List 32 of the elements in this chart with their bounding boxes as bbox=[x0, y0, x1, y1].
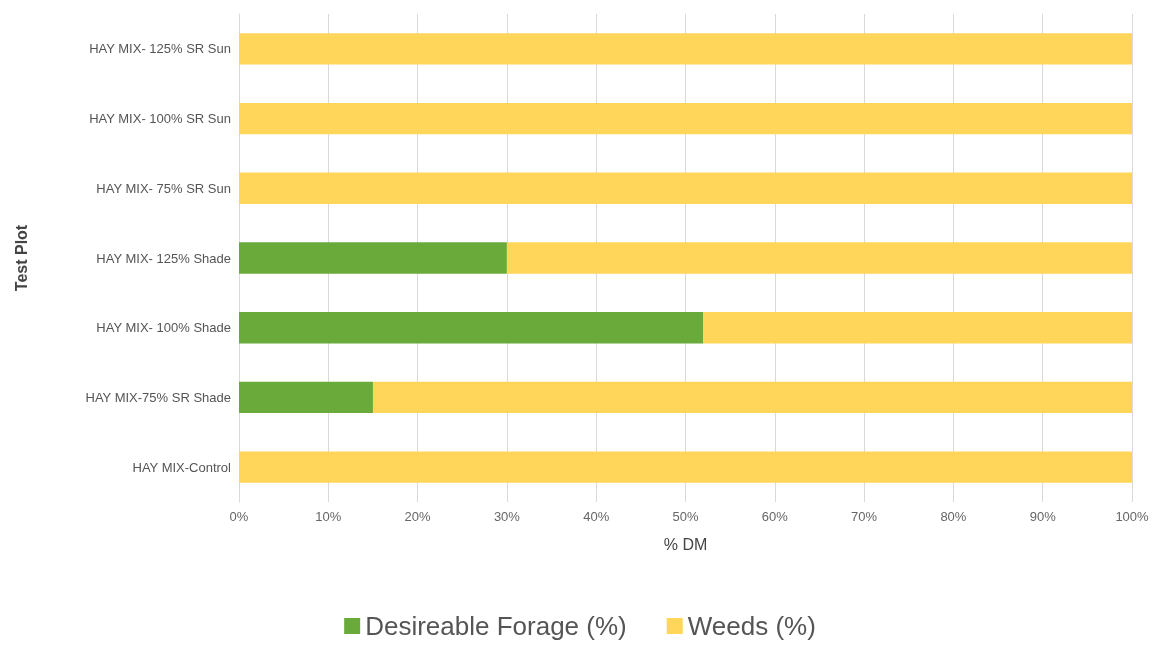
legend-label: Weeds (%) bbox=[687, 611, 816, 641]
x-tick-label: 80% bbox=[940, 509, 967, 524]
x-tick-label: 100% bbox=[1115, 509, 1150, 524]
y-axis-title: Test Plot bbox=[12, 224, 30, 292]
x-tick-label: 50% bbox=[672, 509, 699, 524]
y-tick-label: HAY MIX-Control bbox=[132, 459, 232, 475]
x-tick-label: 30% bbox=[493, 509, 521, 524]
bar bbox=[239, 381, 373, 414]
y-tick-label: HAY MIX- 125% SR Sun bbox=[89, 41, 231, 57]
x-tick-label: 90% bbox=[1029, 509, 1057, 524]
bar bbox=[703, 312, 1132, 344]
y-tick-label: HAY MIX-75% SR Shade bbox=[85, 389, 231, 405]
bar bbox=[239, 451, 1132, 483]
y-tick-label: HAY MIX- 100% Shade bbox=[96, 320, 231, 336]
bar bbox=[239, 102, 1132, 135]
x-tick-label: 60% bbox=[761, 509, 789, 524]
legend-label: Desireable Forage (%) bbox=[365, 611, 627, 641]
bar bbox=[239, 172, 1132, 204]
x-tick-label: 40% bbox=[583, 509, 610, 524]
bar bbox=[372, 381, 1132, 414]
x-tick-label: 70% bbox=[851, 509, 878, 524]
bar bbox=[506, 242, 1132, 274]
x-tick-label: 20% bbox=[404, 509, 432, 524]
x-tick-label: 0% bbox=[229, 509, 249, 524]
y-tick-label: HAY MIX- 75% SR Sun bbox=[96, 180, 231, 196]
y-tick-label: HAY MIX- 100% SR Sun bbox=[89, 111, 231, 127]
y-tick-label: HAY MIX- 125% Shade bbox=[96, 250, 231, 266]
bar bbox=[239, 33, 1132, 65]
bar bbox=[239, 312, 704, 344]
x-axis-title: % DM bbox=[663, 535, 708, 553]
x-tick-label: 10% bbox=[315, 509, 342, 524]
bar bbox=[239, 242, 507, 274]
